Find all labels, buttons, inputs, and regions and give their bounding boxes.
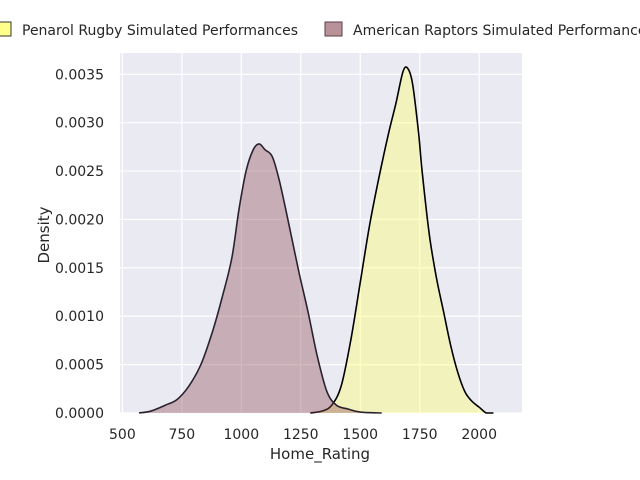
raptors-density-fill: [139, 143, 382, 413]
x-tick-label: 500: [109, 427, 136, 443]
legend: Penarol Rugby Simulated Performances Amer…: [0, 21, 640, 39]
y-tick-labels: 0.0000 0.0005 0.0010 0.0015 0.0020 0.0025 0.00…: [55, 67, 104, 422]
raptors-legend-label: American Raptors Simulated Performances: [353, 23, 640, 39]
raptors-legend-swatch: [324, 21, 343, 37]
y-tick-label: 0.0005: [55, 358, 104, 374]
y-axis-label: Density: [35, 206, 53, 263]
x-tick-label: 1750: [402, 427, 438, 443]
y-tick-label: 0.0015: [55, 261, 104, 277]
y-tick-label: 0.0025: [55, 164, 104, 180]
x-tick-label: 750: [168, 427, 195, 443]
x-tick-label: 1000: [223, 427, 259, 443]
x-tick-label: 2000: [461, 427, 497, 443]
penarol-density-fill: [310, 66, 494, 413]
x-tick-label: 1500: [342, 427, 378, 443]
grid-lines: [120, 53, 522, 414]
density-areas: [138, 66, 494, 414]
plot-background: [120, 53, 522, 413]
y-tick-label: 0.0035: [55, 67, 104, 83]
x-tick-label: 1250: [283, 427, 319, 443]
y-tick-label: 0.0010: [55, 309, 104, 325]
y-tick-label: 0.0020: [55, 212, 104, 228]
penarol-density-line: [310, 66, 494, 414]
penarol-legend-swatch: [0, 21, 12, 37]
y-tick-label: 0.0000: [55, 406, 104, 422]
raptors-density-line: [138, 143, 382, 414]
penarol-legend-label: Penarol Rugby Simulated Performances: [22, 23, 298, 39]
y-tick-label: 0.0030: [55, 116, 104, 132]
x-tick-labels: 500 750 1000 1250 1500 1750 2000: [109, 427, 497, 443]
x-axis-label: Home_Rating: [270, 445, 370, 464]
